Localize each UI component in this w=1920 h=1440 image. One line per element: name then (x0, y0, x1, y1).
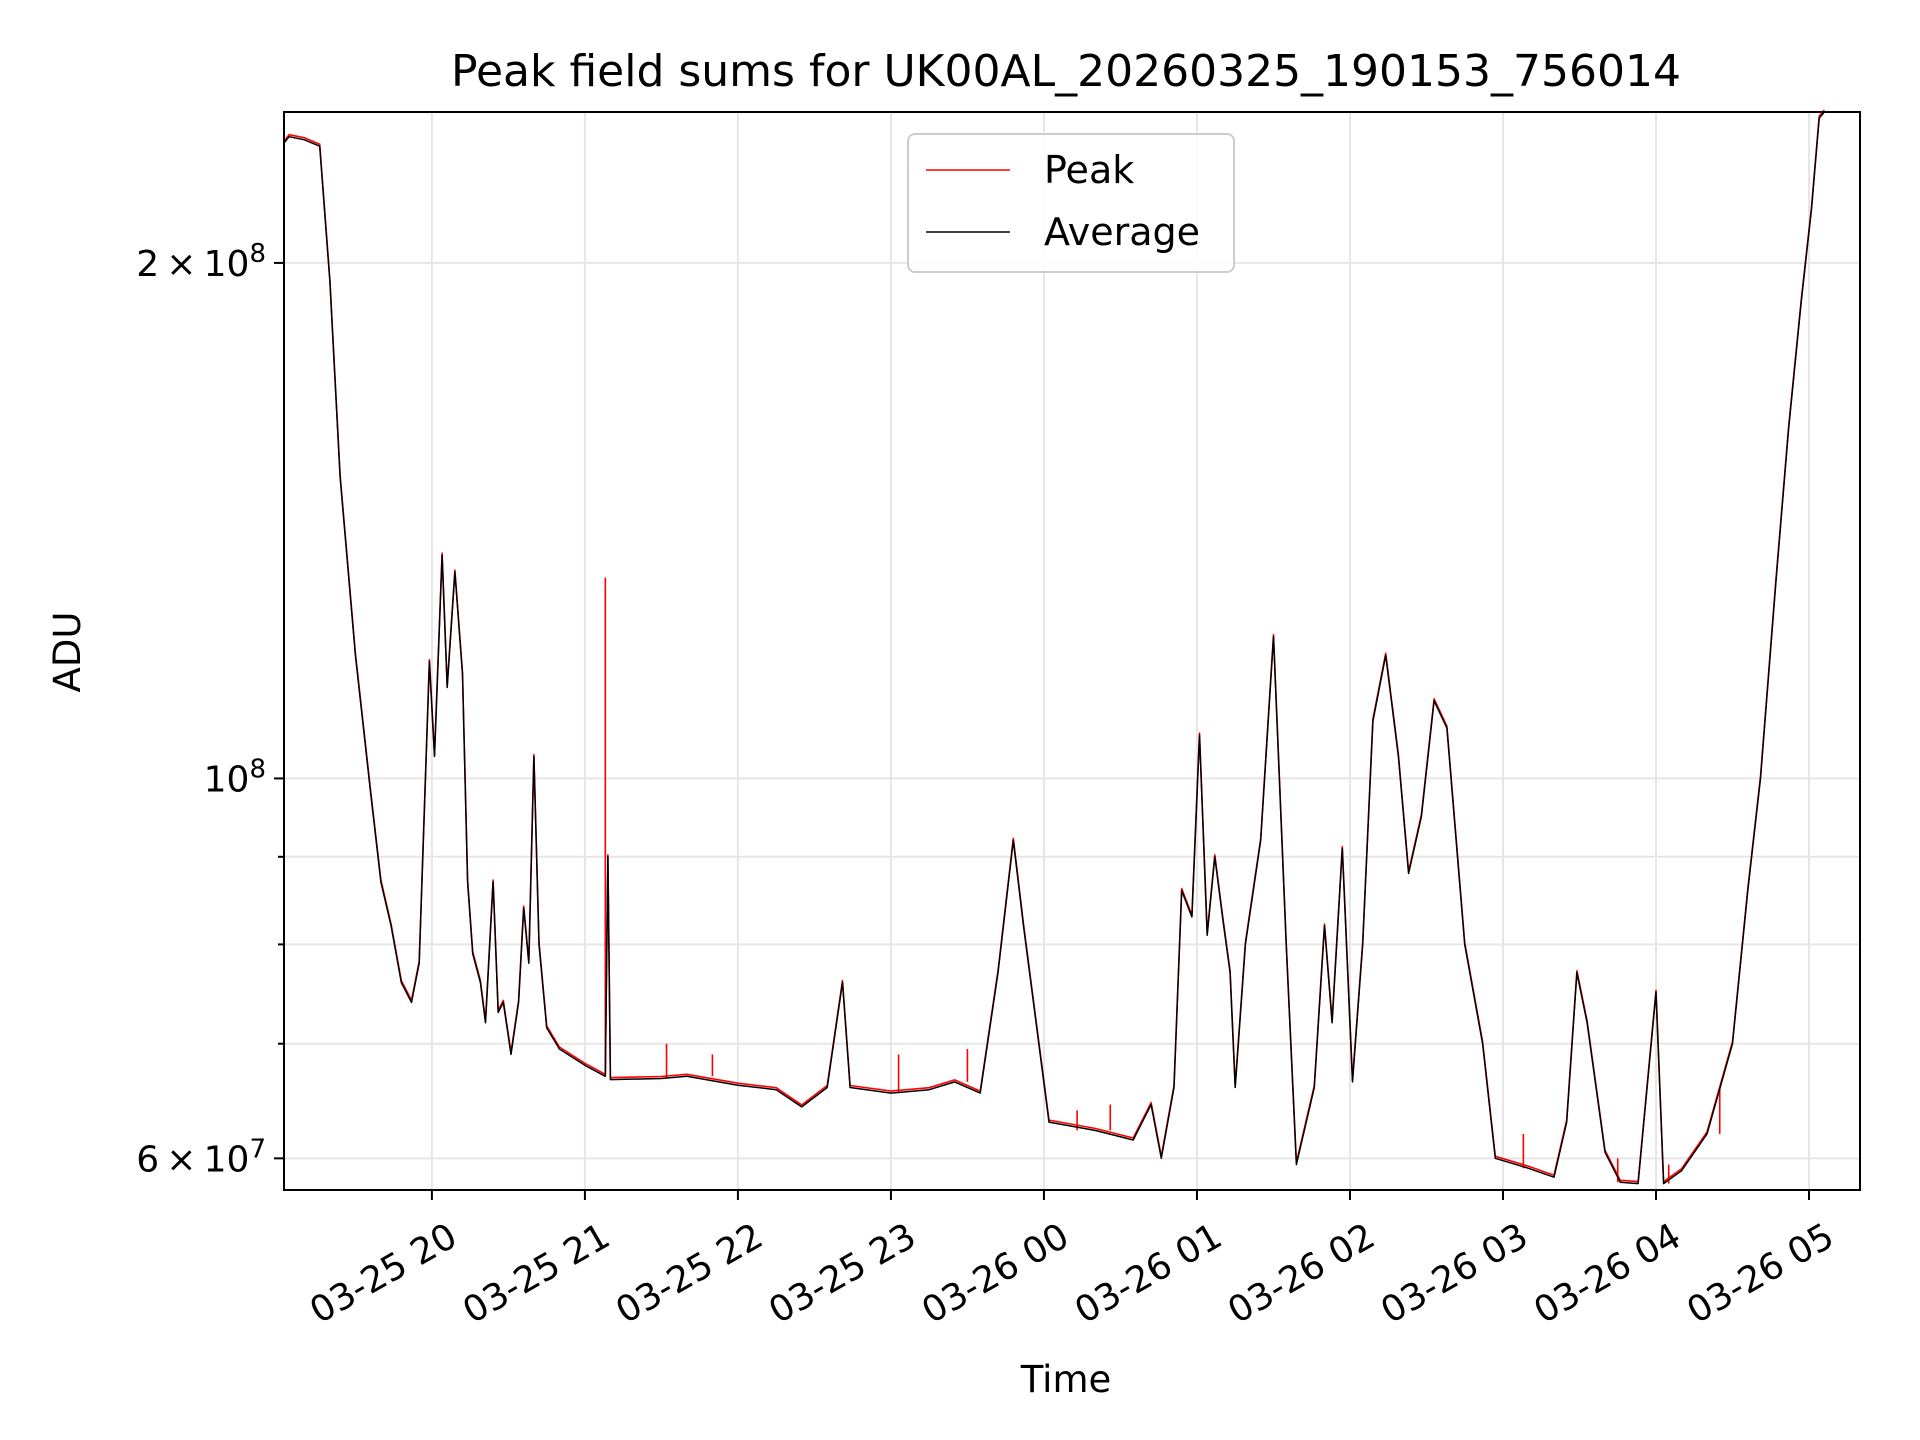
legend-label-peak: Peak (1044, 148, 1134, 192)
x-axis-label: Time (1020, 1358, 1112, 1401)
x-tick-label: 03-25 21 (456, 1216, 617, 1332)
y-tick-label: 108 (204, 754, 266, 800)
gridlines (284, 112, 1860, 1190)
x-tick-label: 03-25 20 (303, 1216, 464, 1332)
x-tick-label: 03-26 00 (915, 1216, 1076, 1332)
x-tick-label: 03-26 03 (1374, 1216, 1535, 1332)
average-line (283, 111, 1825, 1185)
x-tick-label: 03-25 23 (762, 1216, 923, 1332)
x-tick-label: 03-26 04 (1527, 1216, 1688, 1332)
y-tick-label: 2 × 108 (136, 239, 266, 285)
legend-box (907, 133, 1235, 273)
chart-title: Peak field sums for UK00AL_20260325_1901… (451, 46, 1681, 97)
x-tick-label: 03-26 05 (1680, 1216, 1841, 1332)
x-tick-label: 03-26 02 (1221, 1216, 1382, 1332)
series-average (283, 111, 1825, 1185)
plot-frame (283, 111, 1861, 1191)
legend-label-average: Average (1044, 210, 1200, 254)
y-axis: 6 × 107 108 2 × 108 (136, 239, 284, 1180)
y-axis-label: ADU (46, 612, 89, 693)
x-tick-label: 03-25 22 (609, 1216, 770, 1332)
y-tick-label: 6 × 107 (136, 1134, 266, 1180)
legend: Peak Average (907, 133, 1235, 273)
x-tick-label: 03-26 01 (1068, 1216, 1229, 1332)
